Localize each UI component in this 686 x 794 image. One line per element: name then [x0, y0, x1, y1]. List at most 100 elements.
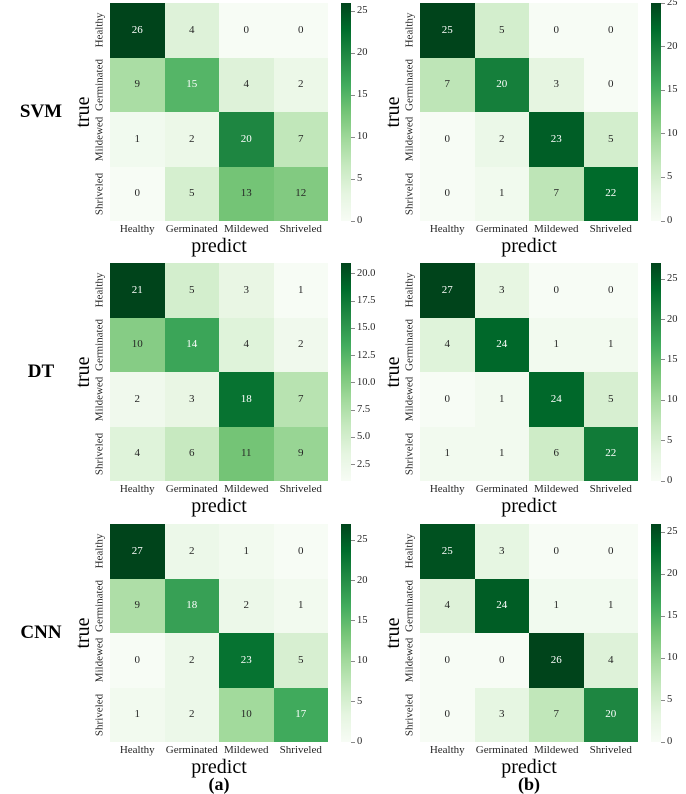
cell-value: 0: [444, 392, 451, 405]
y-tick-label: Shriveled: [403, 172, 416, 215]
heatmap-matrix: 25 3 0 0 4 24 1 1 0 0 26 4 0 3 7 20: [420, 524, 638, 742]
colorbar-tick: [661, 480, 665, 482]
cell-value: 20: [240, 132, 252, 145]
colorbar-tick-label: 0: [667, 214, 673, 226]
cell-value: 11: [240, 447, 252, 460]
heatmap-cell: 2: [164, 687, 219, 742]
colorbar-tick-label: 5: [667, 434, 673, 446]
colorbar-tick-label: 5: [357, 695, 363, 707]
heatmap-cell: 2: [110, 372, 165, 427]
y-tick-label: Germinated: [403, 579, 416, 632]
cell-value: 1: [243, 544, 250, 557]
y-tick-label: Mildewed: [93, 637, 106, 683]
heatmap-cell: 4: [583, 633, 638, 688]
cell-value: 7: [298, 132, 304, 145]
colorbar-tick-label: 20: [667, 40, 678, 52]
heatmap-cell: 3: [474, 263, 529, 318]
heatmap-cell: 20: [583, 687, 638, 742]
colorbar-tick-label: 10: [667, 127, 678, 139]
heatmap-cell: 1: [273, 578, 328, 633]
cell-value: 1: [444, 447, 451, 460]
figure-caption-a: (a): [208, 774, 230, 794]
heatmap-cell: 7: [529, 687, 584, 742]
colorbar-tick: [661, 615, 665, 617]
y-tick-label: Mildewed: [403, 637, 416, 683]
cell-value: 0: [298, 544, 304, 557]
cell-value: 9: [134, 599, 141, 612]
cell-value: 2: [499, 132, 505, 145]
x-tick-label: Germinated: [165, 223, 218, 235]
colorbar-tick: [351, 94, 355, 96]
x-tick-label: Shriveled: [279, 223, 322, 235]
confusion-matrix-panel-cnn-a: CNN true Healthy Germinated Mildewed Shrivele…: [0, 521, 368, 781]
cell-value: 4: [608, 653, 614, 666]
colorbar-tick: [661, 573, 665, 575]
heatmap-cell: 7: [420, 57, 475, 112]
heatmap-cell: 1: [583, 317, 638, 372]
x-tick-label: Germinated: [165, 744, 218, 756]
cell-value: 26: [550, 653, 562, 666]
x-axis-title: predict: [191, 235, 247, 257]
heatmap-cell: 20: [474, 57, 529, 112]
heatmap-cell: 4: [420, 317, 475, 372]
confusion-matrix-panel-dt-b: true Healthy Germinated Mildewed Shriveled 27…: [343, 260, 686, 520]
confusion-matrix-panel-dt-a: DT true Healthy Germinated Mildewed Shriveled…: [0, 260, 375, 520]
cell-value: 1: [553, 599, 560, 612]
heatmap-cell: 14: [164, 317, 219, 372]
y-tick-label: Mildewed: [93, 116, 106, 162]
colorbar-tick: [351, 355, 355, 357]
heatmap-cell: 27: [420, 263, 475, 318]
cell-value: 23: [240, 653, 252, 666]
cell-value: 7: [444, 78, 451, 91]
y-axis-title: true: [72, 96, 94, 128]
heatmap-matrix: 25 5 0 0 7 20 3 0 0 2 23 5 0 1 7 22: [420, 3, 638, 221]
y-tick-label: Healthy: [93, 533, 106, 569]
heatmap-cell: 1: [420, 426, 475, 481]
cell-value: 1: [298, 283, 304, 296]
y-tick-label: Germinated: [93, 579, 106, 632]
cell-value: 2: [298, 78, 304, 91]
cell-value: 10: [240, 708, 252, 721]
colorbar: [651, 263, 661, 481]
heatmap-cell: 0: [583, 263, 638, 318]
heatmap-cell: 24: [474, 578, 529, 633]
heatmap-cell: 2: [474, 112, 529, 167]
y-tick-label: Healthy: [93, 272, 106, 308]
cell-value: 25: [441, 544, 453, 557]
y-axis-title: true: [382, 356, 404, 388]
heatmap-cell: 3: [164, 372, 219, 427]
cell-value: 1: [499, 187, 505, 200]
cell-value: 6: [189, 447, 195, 460]
cell-value: 7: [553, 708, 560, 721]
cell-value: 5: [499, 23, 505, 36]
colorbar-tick-label: 25: [667, 272, 678, 284]
x-tick-label: Healthy: [119, 483, 155, 495]
colorbar: [341, 263, 351, 481]
cell-value: 3: [243, 283, 250, 296]
cell-value: 6: [553, 447, 560, 460]
x-axis-title: predict: [501, 235, 557, 257]
colorbar-tick-label: 0: [357, 735, 363, 747]
y-tick-label: Germinated: [403, 58, 416, 111]
heatmap-cell: 24: [529, 372, 584, 427]
heatmap-cell: 2: [164, 112, 219, 167]
heatmap-cell: 0: [529, 3, 584, 58]
cell-value: 21: [131, 283, 143, 296]
x-tick-label: Healthy: [429, 744, 465, 756]
cell-value: 0: [444, 187, 451, 200]
y-tick-label: Shriveled: [93, 693, 106, 736]
heatmap-cell: 24: [474, 317, 529, 372]
cell-value: 4: [134, 447, 141, 460]
cell-value: 4: [243, 338, 250, 351]
colorbar-tick-label: 20: [667, 313, 678, 325]
x-tick-label: Shriveled: [589, 483, 632, 495]
heatmap-cell: 10: [219, 687, 274, 742]
heatmap-cell: 5: [273, 633, 328, 688]
colorbar-tick-label: 25: [667, 526, 678, 538]
x-tick-label: Mildewed: [223, 744, 269, 756]
colorbar-tick-label: 5: [667, 171, 673, 183]
x-tick-label: Germinated: [475, 223, 528, 235]
heatmap-cell: 2: [273, 57, 328, 112]
colorbar-tick: [661, 2, 665, 4]
colorbar-tick-label: 10: [357, 130, 368, 142]
